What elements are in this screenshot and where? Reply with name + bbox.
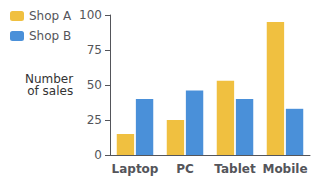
svg-text:of sales: of sales	[27, 84, 73, 98]
svg-text:50: 50	[87, 78, 102, 92]
svg-text:75: 75	[87, 43, 102, 57]
svg-text:Number: Number	[25, 72, 74, 86]
svg-text:Tablet: Tablet	[214, 162, 256, 176]
svg-text:0: 0	[94, 148, 102, 162]
svg-text:PC: PC	[176, 162, 194, 176]
svg-text:Laptop: Laptop	[112, 162, 159, 176]
svg-text:100: 100	[79, 8, 102, 22]
svg-text:Mobile: Mobile	[262, 162, 307, 176]
svg-text:Shop B: Shop B	[29, 29, 71, 43]
svg-text:25: 25	[87, 113, 102, 127]
svg-text:Shop A: Shop A	[29, 9, 72, 23]
